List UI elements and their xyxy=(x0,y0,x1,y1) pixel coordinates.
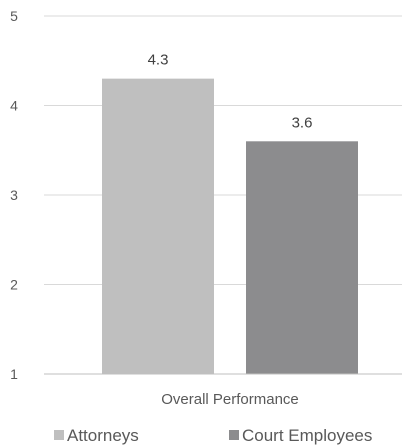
data-label: 3.6 xyxy=(292,114,313,131)
legend-swatch xyxy=(229,430,239,440)
y-tick-label: 1 xyxy=(10,366,18,382)
y-tick-label: 4 xyxy=(10,98,18,114)
data-label: 4.3 xyxy=(148,52,169,69)
legend-label: Attorneys xyxy=(67,426,139,445)
bar-court-employees xyxy=(246,141,358,374)
y-tick-label: 5 xyxy=(10,8,18,24)
data-labels: 4.3 3.6 xyxy=(148,52,313,132)
bars xyxy=(102,78,358,375)
x-category-label: Overall Performance xyxy=(161,391,299,408)
y-tick-label: 2 xyxy=(10,277,18,293)
legend-label: Court Employees xyxy=(242,426,372,445)
bar-attorneys xyxy=(102,78,214,375)
y-tick-label: 3 xyxy=(10,187,18,203)
y-axis-ticks: 1 2 3 4 5 xyxy=(10,8,18,382)
legend: Attorneys Court Employees xyxy=(54,426,372,445)
legend-swatch xyxy=(54,430,64,440)
